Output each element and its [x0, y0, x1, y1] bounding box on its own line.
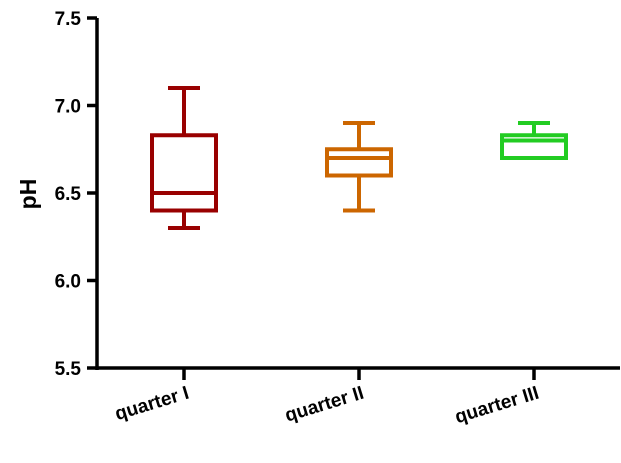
box-2 — [325, 121, 393, 213]
box-1 — [150, 86, 218, 230]
y-ticks: 5.5 6.0 6.5 7.0 7.5 — [55, 9, 97, 380]
y-tick-label: 6.5 — [55, 184, 82, 205]
y-tick-label: 7.0 — [55, 97, 81, 118]
iqr-box — [150, 133, 218, 213]
x-tick-label: quarter III — [453, 383, 542, 428]
y-tick-label: 7.5 — [55, 9, 82, 30]
x-ticks: quarter I quarter II quarter III — [113, 368, 542, 428]
x-tick-label: quarter I — [113, 383, 192, 425]
y-tick-label: 5.5 — [55, 359, 82, 380]
box-3 — [500, 121, 568, 160]
y-axis-title: pH — [15, 179, 41, 210]
boxes — [150, 86, 568, 230]
iqr-box — [500, 133, 568, 160]
iqr-box — [325, 147, 393, 178]
y-tick-label: 6.0 — [55, 272, 81, 293]
x-tick-label: quarter II — [283, 383, 367, 427]
